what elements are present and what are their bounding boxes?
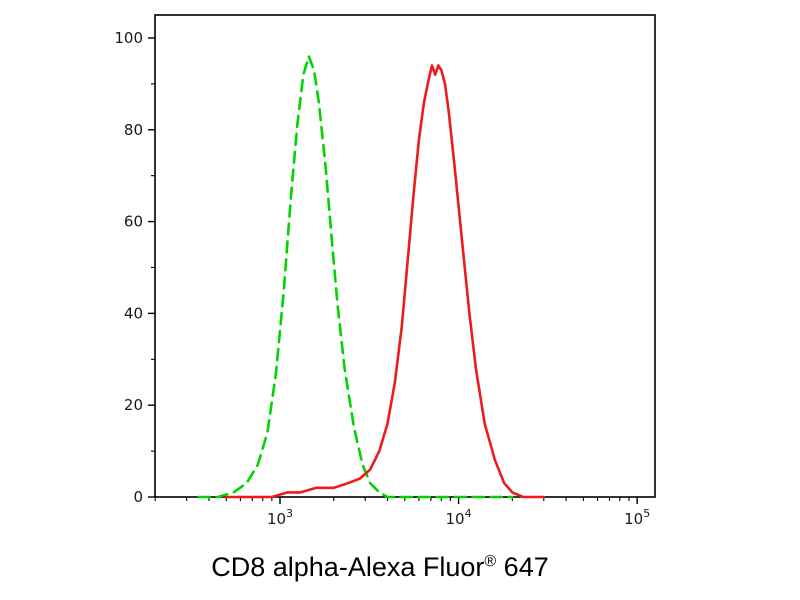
y-tick-label: 20 — [124, 396, 143, 414]
curve-negative-control — [197, 55, 514, 499]
x-axis-title-text: CD8 alpha-Alexa Fluor — [211, 552, 485, 582]
y-tick-label: 40 — [124, 304, 143, 322]
x-tick-label: 104 — [446, 507, 472, 528]
x-axis-title: CD8 alpha-Alexa Fluor® 647 — [0, 552, 760, 583]
x-tick-label: 103 — [267, 507, 293, 528]
x-axis-title-suffix: 647 — [496, 552, 549, 582]
y-tick-label: 80 — [124, 121, 143, 139]
registered-symbol: ® — [484, 553, 497, 570]
y-tick-label: 0 — [133, 488, 143, 506]
plot-frame — [154, 14, 656, 498]
y-tick-label: 100 — [114, 29, 143, 47]
curve-cd8-alpha-stained — [224, 64, 546, 499]
x-tick-label: 105 — [624, 507, 650, 528]
y-tick-label: 60 — [124, 213, 143, 231]
